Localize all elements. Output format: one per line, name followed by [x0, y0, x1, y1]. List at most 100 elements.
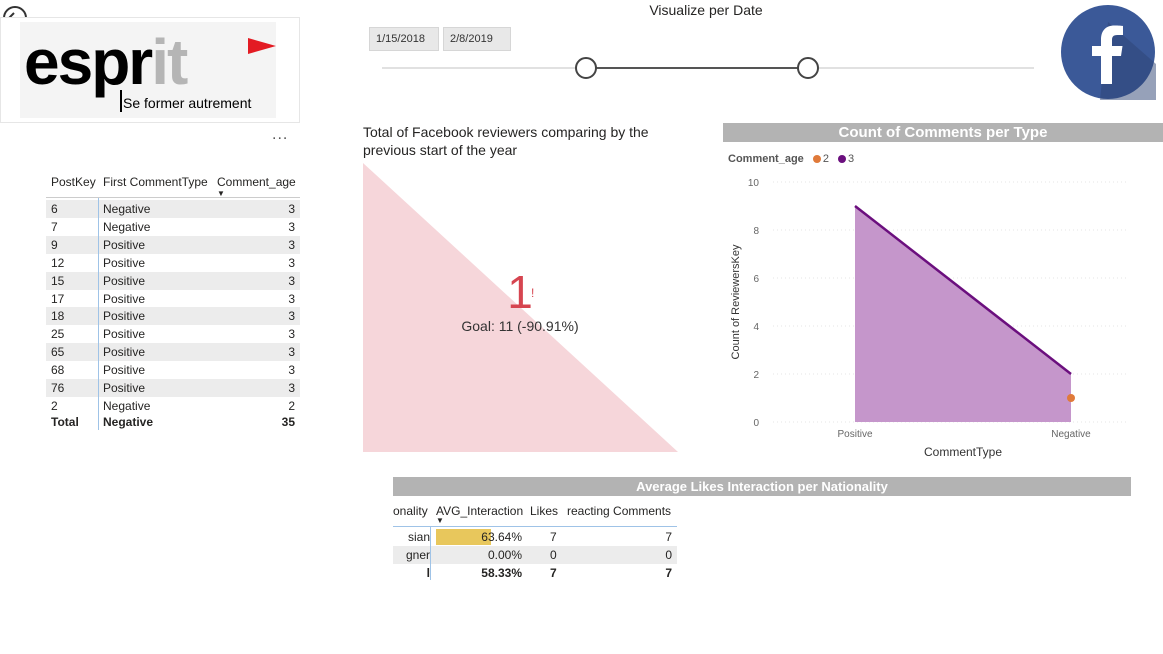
point-series-2 — [1067, 394, 1075, 402]
x-tick-label: Negative — [1051, 429, 1091, 440]
legend-item[interactable]: 2 — [822, 153, 829, 165]
data-bar — [436, 529, 491, 545]
commenttype-cell: Negative — [103, 202, 151, 216]
comment-age-cell: 3 — [288, 202, 295, 216]
avg-interaction-cell: 63.64% — [481, 530, 522, 544]
sort-descending-icon: ▼ — [217, 189, 225, 198]
kpi-alert-icon: ! — [531, 286, 535, 300]
end-date-input[interactable]: 2/8/2019 — [443, 27, 511, 51]
table-row[interactable]: 65 Positive 3 — [46, 343, 300, 362]
postkey-cell: 76 — [51, 381, 65, 395]
column-header-likes[interactable]: Likes — [530, 504, 559, 518]
chart-title-bar — [723, 123, 1163, 142]
commenttype-cell: Positive — [103, 381, 146, 395]
facebook-icon — [1061, 5, 1156, 100]
kpi-background-shape — [363, 163, 678, 452]
comment-age-cell: 3 — [288, 255, 295, 270]
table-row[interactable]: 68 Positive 3 — [46, 361, 300, 379]
logo-bar — [120, 90, 122, 112]
kpi-value: 1 — [507, 266, 533, 318]
sort-descending-icon: ▼ — [436, 516, 444, 525]
comment-age-cell: 3 — [288, 363, 295, 378]
commenttype-cell: Positive — [103, 237, 146, 252]
table-row[interactable]: 9 Positive 3 — [46, 235, 300, 254]
table-row[interactable]: 18 Positive 3 — [46, 307, 300, 326]
commenttype-cell: Negative — [103, 219, 151, 234]
comment-age-cell: 3 — [288, 345, 295, 360]
table-row[interactable]: 76 Positive 3 — [46, 379, 300, 397]
table-row[interactable]: 2 Negative 2 — [46, 397, 300, 415]
reacting-comments-cell: 7 — [665, 530, 672, 544]
kpi-title: Total of Facebook reviewers comparing by… — [363, 124, 649, 158]
chart-title: Count of Comments per Type — [838, 124, 1048, 141]
table-row[interactable]: 7 Negative 3 — [46, 218, 300, 236]
y-tick-label: 10 — [748, 178, 760, 189]
table-row[interactable]: sian 63.64% 7 7 — [393, 528, 677, 546]
commenttype-cell: Negative — [103, 398, 151, 413]
column-header-nationality[interactable]: onality — [393, 504, 428, 518]
column-header-postkey[interactable]: PostKey — [51, 175, 96, 189]
comment-age-cell: 2 — [288, 398, 295, 413]
table-row[interactable]: 15 Positive 3 — [46, 271, 300, 290]
legend-item[interactable]: 3 — [848, 153, 855, 165]
table-row[interactable]: 12 Positive 3 — [46, 254, 300, 272]
nationality-cell: gner — [405, 548, 430, 562]
area-series-3 — [855, 206, 1071, 422]
column-header-avg-interaction[interactable]: AVG_Interaction — [436, 504, 524, 518]
x-tick-label: Positive — [837, 429, 872, 440]
slider-start-handle[interactable] — [575, 57, 597, 79]
legend-marker — [812, 155, 821, 164]
table-row[interactable]: 6 Negative 3 — [46, 200, 300, 218]
y-tick-label: 2 — [753, 370, 759, 381]
more-options-icon[interactable]: ... — [272, 126, 289, 143]
commenttype-cell: Positive — [103, 291, 146, 306]
total-comments: 7 — [665, 566, 672, 580]
commenttype-cell: Positive — [103, 345, 146, 360]
kpi-goal: Goal: 11 (-90.91%) — [461, 318, 579, 334]
slider-range — [586, 67, 808, 69]
comment-age-cell: 3 — [288, 291, 295, 306]
commenttype-cell: Positive — [103, 363, 146, 378]
commenttype-cell: Positive — [103, 309, 146, 324]
start-date-input[interactable]: 1/15/2018 — [369, 27, 439, 51]
y-tick-label: 6 — [753, 274, 759, 285]
area-chart: 0 2 4 6 8 10 Positive Negative CommentType Count … — [730, 178, 1128, 459]
postkey-cell: 25 — [51, 327, 65, 342]
total-label: l — [426, 566, 430, 580]
comment-age-cell: 3 — [288, 309, 295, 324]
date-slicer-title: Visualize per Date — [649, 2, 763, 18]
comment-age-cell: 3 — [288, 327, 295, 342]
comment-age-cell: 3 — [288, 237, 295, 252]
column-header-reacting-comments[interactable]: reacting Comments — [567, 504, 672, 518]
commenttype-cell: Positive — [103, 327, 146, 342]
logo-tagline: Se former autrement — [123, 95, 252, 111]
postkey-cell: 2 — [51, 398, 58, 413]
table-row[interactable]: 25 Positive 3 — [46, 325, 300, 343]
column-header-commenttype[interactable]: First CommentType — [103, 175, 208, 189]
nationality-cell: sian — [407, 530, 430, 544]
y-tick-label: 0 — [753, 418, 759, 429]
column-header-comment-age[interactable]: Comment_age — [217, 175, 296, 189]
total-avg: 58.33% — [481, 566, 522, 580]
likes-cell: 0 — [550, 548, 557, 562]
table-row[interactable]: 17 Positive 3 — [46, 290, 300, 308]
y-tick-label: 8 — [753, 226, 759, 237]
table-total-row: l 58.33% 7 7 — [393, 564, 677, 582]
avg-interaction-cell: 0.00% — [487, 548, 522, 562]
likes-cell: 7 — [550, 530, 557, 544]
table-total-row: Total Negative 35 — [46, 413, 300, 431]
table-row[interactable]: gner 0.00% 0 0 — [393, 546, 677, 564]
slider-end-handle[interactable] — [797, 57, 819, 79]
column-divider — [98, 198, 99, 430]
line-series-3 — [854, 205, 1072, 375]
legend-marker — [838, 155, 847, 164]
comment-age-cell: 3 — [288, 381, 295, 395]
y-axis-title: Count of ReviewersKey — [730, 244, 742, 359]
postkey-cell: 17 — [51, 291, 65, 306]
postkey-cell: 9 — [51, 237, 58, 252]
table-title: Average Likes Interaction per Nationalit… — [636, 479, 888, 494]
x-axis-title: CommentType — [924, 445, 1002, 459]
legend-title: Comment_age — [728, 153, 804, 165]
postkey-cell: 6 — [51, 202, 58, 216]
header-divider — [46, 197, 300, 198]
